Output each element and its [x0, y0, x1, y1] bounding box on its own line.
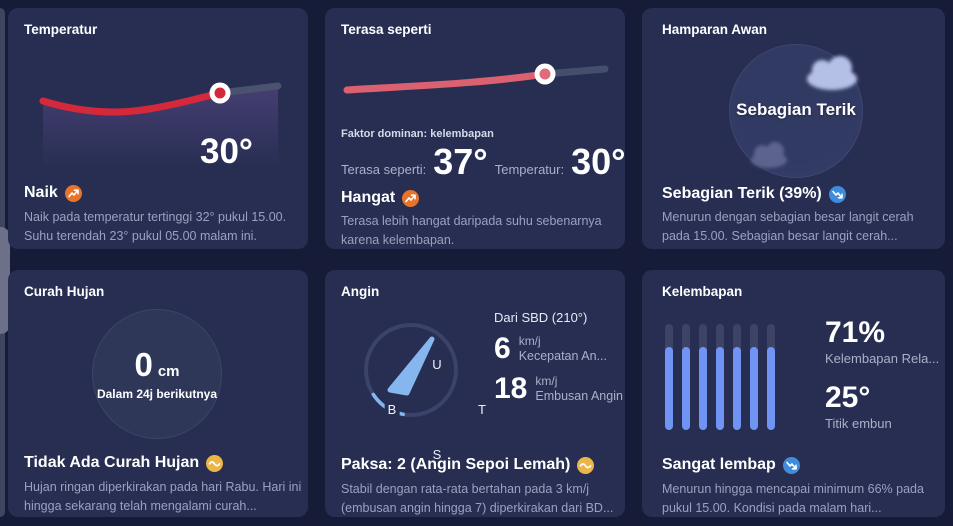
wind-readings: Dari SBD (210°) 6 km/j Kecepatan An... 1… — [494, 310, 623, 405]
cloud-cover-gauge: Sebagian Terik — [729, 44, 863, 178]
cloud-icon — [807, 56, 857, 90]
humidity-bar — [733, 324, 741, 430]
headline-text: Paksa: 2 (Angin Sepoi Lemah) — [341, 456, 571, 473]
dominant-factor: Faktor dominan: kelembapan — [341, 128, 494, 140]
wind-summary: Stabil dengan rata-rata bertahan pada 3 … — [341, 482, 614, 515]
compass-north-label: U — [429, 357, 445, 373]
slider-past-line — [343, 70, 549, 94]
precipitation-value: 0 — [134, 345, 153, 383]
wind-gust-row: 18 km/j Embusan Angin — [494, 371, 623, 405]
precipitation-headline: Tidak Ada Curah Hujan — [24, 454, 224, 472]
dew-point-value: 25° — [825, 381, 871, 414]
feels-like-summary: Terasa lebih hangat daripada suhu sebena… — [341, 214, 602, 247]
temperature-summary: Naik pada temperatur tertinggi 32° pukul… — [24, 210, 287, 243]
humidity-bar — [767, 324, 775, 430]
humidity-bar — [665, 324, 673, 430]
current-temperature-value: 30° — [200, 132, 253, 171]
humidity-bar — [716, 324, 724, 430]
humidity-bars — [665, 324, 775, 430]
trend-down-icon — [828, 185, 846, 203]
temperature-trend-headline: Naik — [24, 184, 82, 202]
humidity-bar — [682, 324, 690, 430]
card-title: Angin — [341, 284, 380, 299]
precipitation-summary: Hujan ringan diperkirakan pada hari Rabu… — [24, 480, 302, 513]
humidity-readings: 71% Kelembapan Rela... 25° Titik embun — [825, 316, 939, 431]
humidity-bar — [699, 324, 707, 430]
feels-like-values: Terasa seperti: 37° Temperatur: 30° — [341, 141, 626, 182]
wind-gust-label: Embusan Angin — [535, 388, 623, 403]
card-title: Curah Hujan — [24, 284, 105, 299]
feels-like-slider — [343, 63, 609, 94]
humidity-bar — [750, 324, 758, 430]
cloud-cover-card[interactable]: Hamparan Awan Sebagian Terik Sebagian Te… — [642, 8, 945, 249]
temperature-chart — [39, 82, 282, 164]
precipitation-card[interactable]: Curah Hujan 0 cm Dalam 24j berikutnya Ti… — [8, 270, 308, 517]
chart-area-fill — [43, 86, 278, 164]
wind-speed-row: 6 km/j Kecepatan An... — [494, 334, 622, 365]
precipitation-unit: cm — [157, 362, 180, 380]
trend-down-icon — [782, 456, 800, 474]
cloud-cover-summary: Menurun dengan sebagian besar langit cer… — [662, 210, 914, 243]
cloud-cover-headline: Sebagian Terik (39%) — [662, 185, 846, 203]
card-title: Terasa seperti — [341, 22, 432, 37]
card-title: Kelembapan — [662, 284, 743, 299]
feels-like-trend-headline: Hangat — [341, 189, 420, 207]
chart-past-line — [39, 89, 224, 116]
wind-speed-unit: km/j — [518, 334, 541, 348]
wind-headline: Paksa: 2 (Angin Sepoi Lemah) — [341, 456, 595, 474]
feels-like-value: 37° — [433, 141, 488, 182]
trend-steady-icon — [206, 454, 224, 472]
trend-steady-icon — [577, 456, 595, 474]
compass-needle — [387, 336, 435, 396]
wind-direction-label: Dari SBD (210°) — [494, 310, 588, 325]
wind-gust-unit: km/j — [535, 373, 558, 388]
headline-text: Hangat — [341, 189, 396, 206]
humidity-value-label: Kelembapan Rela... — [825, 351, 940, 366]
wind-speed-value: 6 — [494, 332, 511, 366]
chart-marker-dot — [214, 87, 226, 99]
headline-text: Tidak Ada Curah Hujan — [24, 454, 200, 471]
card-title: Temperatur — [24, 22, 98, 37]
compass-south-label: S — [429, 447, 445, 463]
headline-text: Sangat lembap — [662, 456, 776, 473]
wind-speed-label: Kecepatan An... — [518, 349, 607, 363]
carousel-prev-handle[interactable] — [0, 227, 10, 334]
cloud-icon-dark — [751, 142, 787, 168]
trend-up-icon — [402, 189, 420, 207]
headline-text: Sebagian Terik (39%) — [662, 185, 822, 202]
wind-gust-value: 18 — [494, 371, 528, 405]
headline-text: Naik — [24, 184, 58, 201]
slider-marker-dot — [539, 68, 551, 80]
feels-like-label: Terasa seperti: — [341, 162, 427, 177]
previous-card-edge-top — [0, 8, 5, 248]
trend-up-icon — [64, 184, 82, 202]
compass-west-label: B — [384, 402, 400, 418]
wind-compass — [364, 323, 458, 417]
humidity-value: 71% — [825, 316, 886, 349]
temperature-card[interactable]: Temperatur 30° Naik Naik pada temperatur… — [8, 8, 308, 249]
previous-card-edge-bottom — [0, 270, 5, 517]
humidity-summary: Menurun hingga mencapai minimum 66% pada… — [662, 482, 924, 515]
wind-card[interactable]: Angin U T S B Dari SBD (210°) 6 km/j Kec… — [325, 270, 625, 517]
temperature-value: 30° — [571, 141, 626, 182]
precipitation-gauge: 0 cm Dalam 24j berikutnya — [92, 309, 222, 439]
precipitation-period: Dalam 24j berikutnya — [96, 386, 218, 401]
temperature-label: Temperatur: — [494, 162, 565, 177]
feels-like-card[interactable]: Terasa seperti Faktor dominan: kelembapa… — [325, 8, 626, 249]
compass-east-label: T — [475, 402, 489, 418]
humidity-headline: Sangat lembap — [662, 456, 800, 474]
humidity-card[interactable]: Kelembapan 71% Kelembapan Rela... 25° Ti… — [642, 270, 945, 517]
cloud-cover-state: Sebagian Terik — [736, 100, 856, 119]
dew-point-label: Titik embun — [825, 416, 892, 431]
card-title: Hamparan Awan — [662, 22, 768, 37]
